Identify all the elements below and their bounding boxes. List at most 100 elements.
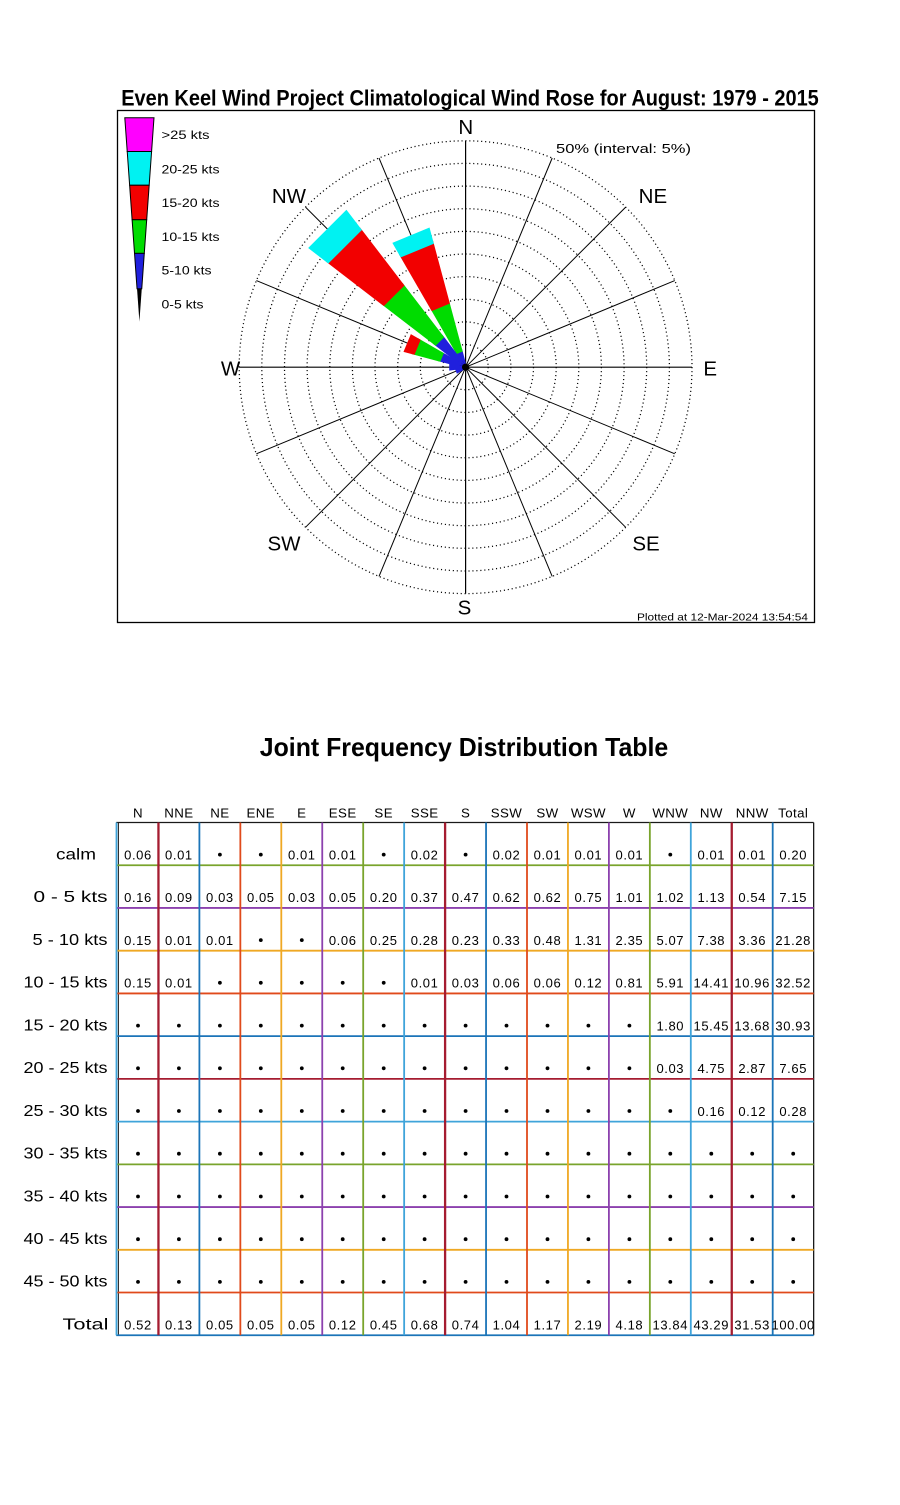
- svg-text:0.12: 0.12: [738, 1104, 766, 1119]
- svg-text:0.28: 0.28: [411, 933, 439, 948]
- svg-text:0.20: 0.20: [779, 847, 807, 862]
- svg-text:0.16: 0.16: [124, 890, 152, 905]
- svg-text:0.62: 0.62: [493, 890, 521, 905]
- svg-text:0.28: 0.28: [779, 1104, 807, 1119]
- svg-text:0.47: 0.47: [452, 890, 480, 905]
- svg-text:0.01: 0.01: [206, 933, 234, 948]
- svg-text:0.05: 0.05: [288, 1318, 316, 1333]
- svg-text:0.12: 0.12: [329, 1318, 357, 1333]
- svg-text:NNE: NNE: [164, 806, 193, 821]
- svg-text:ESE: ESE: [329, 806, 357, 821]
- svg-text:0.05: 0.05: [247, 1318, 275, 1333]
- svg-text:NE: NE: [639, 185, 667, 208]
- svg-text:0.01: 0.01: [738, 847, 766, 862]
- svg-text:7.38: 7.38: [697, 933, 725, 948]
- svg-text:4.75: 4.75: [697, 1061, 725, 1076]
- svg-text:100.00: 100.00: [772, 1318, 815, 1333]
- svg-text:1.04: 1.04: [493, 1318, 521, 1333]
- svg-text:0.06: 0.06: [329, 933, 357, 948]
- svg-text:0.37: 0.37: [411, 890, 439, 905]
- svg-text:Even Keel Wind Project Climato: Even Keel Wind Project Climatological Wi…: [121, 85, 819, 110]
- svg-text:0.01: 0.01: [411, 976, 439, 991]
- svg-text:0.09: 0.09: [165, 890, 193, 905]
- svg-text:45 - 50 kts: 45 - 50 kts: [24, 1274, 108, 1291]
- svg-text:NW: NW: [272, 185, 307, 208]
- svg-text:0.03: 0.03: [452, 976, 480, 991]
- svg-text:S: S: [458, 597, 472, 620]
- svg-text:4.18: 4.18: [616, 1318, 644, 1333]
- svg-text:0.23: 0.23: [452, 933, 480, 948]
- svg-text:Total: Total: [63, 1317, 109, 1334]
- svg-text:20-25 kts: 20-25 kts: [162, 163, 220, 177]
- svg-text:0.01: 0.01: [575, 847, 603, 862]
- svg-text:WNW: WNW: [652, 806, 688, 821]
- svg-text:0.03: 0.03: [656, 1061, 684, 1076]
- svg-text:ENE: ENE: [247, 806, 276, 821]
- svg-text:0.01: 0.01: [165, 933, 193, 948]
- svg-text:>25 kts: >25 kts: [162, 128, 210, 142]
- svg-text:0.54: 0.54: [738, 890, 766, 905]
- svg-text:SW: SW: [536, 806, 558, 821]
- svg-text:13.84: 13.84: [653, 1318, 689, 1333]
- svg-text:0.06: 0.06: [493, 976, 521, 991]
- svg-text:WSW: WSW: [571, 806, 606, 821]
- svg-text:0 - 5 kts: 0 - 5 kts: [34, 889, 108, 906]
- svg-text:2.35: 2.35: [616, 933, 644, 948]
- svg-text:7.65: 7.65: [779, 1061, 807, 1076]
- svg-text:SE: SE: [374, 806, 393, 821]
- svg-text:15-20 kts: 15-20 kts: [162, 196, 220, 210]
- svg-text:32.52: 32.52: [775, 976, 811, 991]
- svg-text:1.31: 1.31: [575, 933, 603, 948]
- svg-text:0.75: 0.75: [575, 890, 603, 905]
- svg-text:0.02: 0.02: [411, 847, 439, 862]
- svg-text:0.62: 0.62: [534, 890, 562, 905]
- svg-text:Joint Frequency Distribution T: Joint Frequency Distribution Table: [260, 732, 668, 762]
- svg-text:15.45: 15.45: [694, 1018, 730, 1033]
- svg-text:0.05: 0.05: [329, 890, 357, 905]
- svg-text:10.96: 10.96: [734, 976, 770, 991]
- svg-text:W: W: [623, 806, 636, 821]
- svg-text:0.74: 0.74: [452, 1318, 480, 1333]
- svg-text:0.02: 0.02: [493, 847, 521, 862]
- svg-text:1.01: 1.01: [616, 890, 644, 905]
- svg-text:calm: calm: [56, 846, 96, 863]
- svg-text:15 - 20 kts: 15 - 20 kts: [24, 1017, 108, 1034]
- svg-text:14.41: 14.41: [694, 976, 730, 991]
- svg-text:2.87: 2.87: [738, 1061, 766, 1076]
- svg-text:0.68: 0.68: [411, 1318, 439, 1333]
- svg-text:5.07: 5.07: [656, 933, 684, 948]
- svg-text:1.17: 1.17: [534, 1318, 562, 1333]
- svg-text:0.06: 0.06: [124, 847, 152, 862]
- svg-text:30 - 35 kts: 30 - 35 kts: [24, 1146, 108, 1163]
- svg-text:7.15: 7.15: [779, 890, 807, 905]
- svg-text:0.33: 0.33: [493, 933, 521, 948]
- svg-text:0.13: 0.13: [165, 1318, 193, 1333]
- svg-text:N: N: [133, 806, 143, 821]
- svg-text:SE: SE: [632, 533, 659, 556]
- svg-text:NE: NE: [210, 806, 229, 821]
- svg-text:10-15 kts: 10-15 kts: [162, 230, 220, 244]
- svg-text:13.68: 13.68: [734, 1018, 770, 1033]
- svg-text:5.91: 5.91: [656, 976, 684, 991]
- svg-text:0.03: 0.03: [288, 890, 316, 905]
- svg-text:31.53: 31.53: [734, 1318, 770, 1333]
- svg-text:NW: NW: [700, 806, 723, 821]
- svg-text:Plotted at 12-Mar-2024 13:54:5: Plotted at 12-Mar-2024 13:54:54: [637, 612, 808, 624]
- svg-text:0.81: 0.81: [616, 976, 644, 991]
- svg-text:0.45: 0.45: [370, 1318, 398, 1333]
- svg-text:Total: Total: [778, 806, 808, 821]
- svg-text:1.80: 1.80: [656, 1018, 684, 1033]
- svg-text:1.13: 1.13: [697, 890, 725, 905]
- svg-text:0.05: 0.05: [206, 1318, 234, 1333]
- svg-text:0.01: 0.01: [288, 847, 316, 862]
- svg-text:NNW: NNW: [736, 806, 769, 821]
- svg-text:0.15: 0.15: [124, 933, 152, 948]
- svg-text:0.01: 0.01: [165, 976, 193, 991]
- svg-text:35 - 40 kts: 35 - 40 kts: [24, 1188, 108, 1205]
- svg-text:50% (interval: 5%): 50% (interval: 5%): [556, 142, 691, 156]
- svg-text:SSE: SSE: [411, 806, 439, 821]
- svg-text:0.01: 0.01: [329, 847, 357, 862]
- svg-text:40 - 45 kts: 40 - 45 kts: [24, 1231, 108, 1248]
- svg-text:0.03: 0.03: [206, 890, 234, 905]
- svg-text:W: W: [221, 358, 241, 381]
